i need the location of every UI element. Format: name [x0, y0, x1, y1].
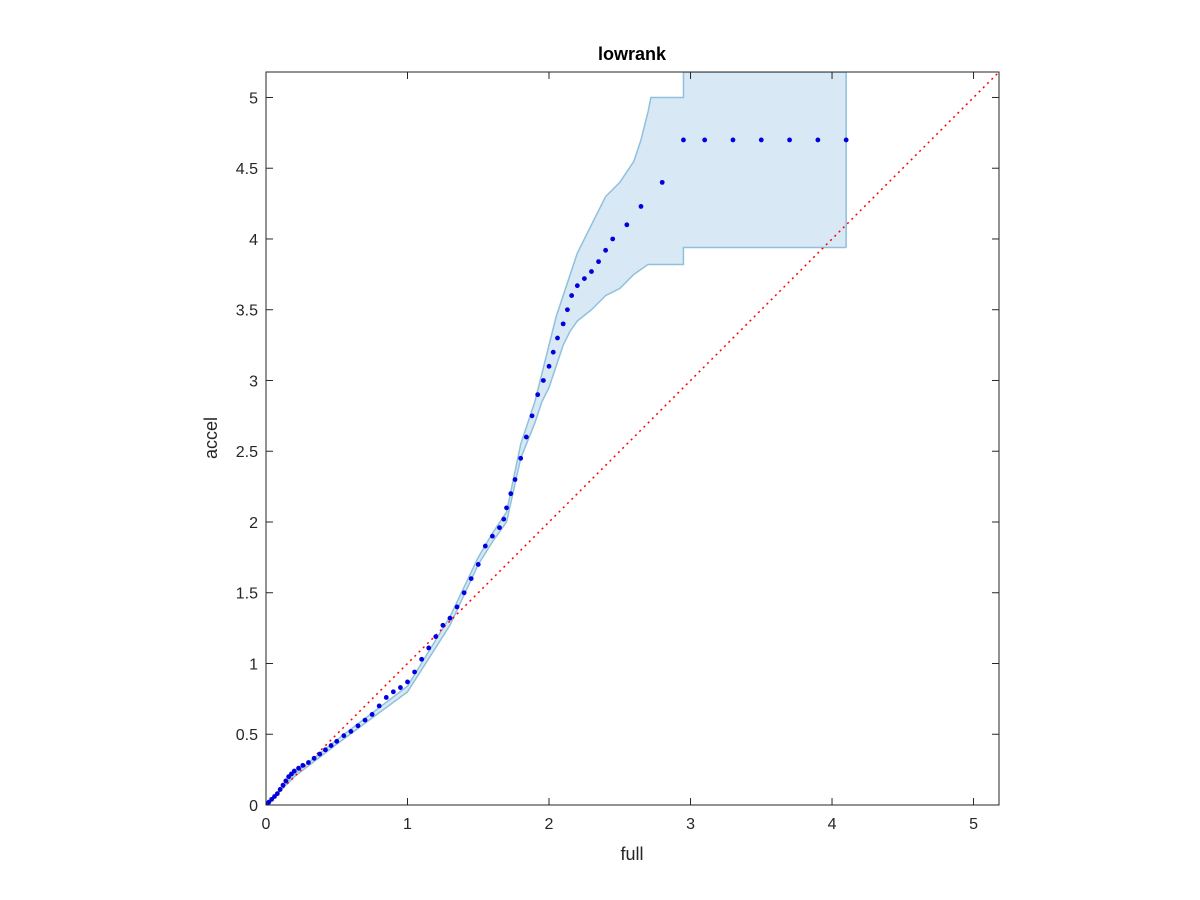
data-point [504, 505, 509, 511]
data-point [274, 791, 280, 797]
data-point [610, 236, 616, 242]
x-tick-label: 5 [969, 816, 978, 833]
data-point [659, 179, 665, 185]
data-point [390, 689, 396, 695]
data-point [508, 491, 514, 497]
axes-box [265, 71, 1000, 806]
data-point [398, 685, 403, 690]
data-point [529, 413, 535, 419]
series-points [266, 137, 849, 805]
y-tick-label: 5 [249, 90, 258, 107]
y-axis-label: accel [201, 417, 221, 459]
data-point [475, 562, 481, 567]
data-point [291, 768, 297, 774]
data-point [730, 137, 736, 143]
data-point [535, 392, 541, 398]
data-point [787, 137, 792, 143]
x-tick-label: 2 [545, 816, 554, 833]
y-tick-label: 4.5 [236, 161, 258, 178]
data-point [589, 269, 594, 274]
data-point [702, 137, 708, 143]
data-point [550, 349, 556, 355]
data-point [426, 645, 432, 651]
y-tick-label: 3 [249, 373, 258, 390]
data-point [596, 259, 601, 265]
x-tick-label: 3 [686, 816, 695, 833]
data-point [454, 604, 460, 610]
data-point [348, 729, 354, 734]
y-tick-label: 1.5 [236, 586, 258, 603]
data-point [546, 363, 552, 369]
data-point [355, 723, 361, 729]
data-point [362, 717, 368, 723]
y-tick-label: 2.5 [236, 444, 258, 461]
band-lower-edge [266, 246, 847, 805]
data-point [461, 590, 467, 596]
data-point [419, 656, 425, 662]
data-point [283, 778, 289, 784]
y-axis-ticks: 0 0.5 1 1.5 2 2.5 3 3.5 4 4.5 5 [236, 90, 999, 815]
data-point [412, 669, 417, 675]
y-tick-label: 4 [249, 232, 258, 249]
data-point [497, 525, 502, 531]
data-point [624, 222, 630, 228]
data-point [376, 703, 382, 709]
data-point [555, 335, 560, 341]
data-point [323, 747, 328, 753]
data-point [306, 760, 311, 765]
data-point [758, 137, 764, 143]
x-tick-label: 1 [403, 816, 412, 833]
data-point [280, 782, 286, 788]
data-point [405, 679, 410, 685]
data-point [501, 516, 507, 522]
y-tick-label: 0.5 [236, 727, 258, 744]
data-point [468, 576, 474, 581]
y-tick-label: 1 [249, 656, 258, 673]
x-axis-label: full [620, 844, 643, 864]
data-point [490, 533, 495, 539]
data-point [560, 321, 566, 327]
x-tick-label: 0 [262, 816, 271, 833]
data-point [540, 378, 546, 383]
data-point [334, 738, 340, 744]
data-point [383, 695, 389, 700]
data-point [311, 755, 317, 761]
chart-title: lowrank [598, 44, 667, 64]
data-point [317, 751, 323, 757]
x-tick-label: 4 [828, 816, 837, 833]
data-point [815, 137, 821, 143]
data-point [447, 615, 453, 621]
data-point [843, 137, 849, 143]
y-tick-label: 2 [249, 515, 258, 532]
data-point [523, 434, 529, 440]
data-point [638, 204, 644, 209]
data-point [569, 293, 575, 298]
data-point [328, 743, 334, 748]
confidence-band [266, 72, 847, 805]
data-point [574, 283, 580, 289]
data-point [296, 765, 301, 771]
data-point [581, 276, 587, 281]
data-point [681, 137, 686, 143]
data-point [433, 634, 439, 640]
y-tick-label: 3.5 [236, 303, 258, 320]
data-point [603, 247, 609, 253]
data-point [300, 762, 306, 768]
band-fill [266, 72, 847, 805]
data-point [369, 712, 375, 717]
data-point [482, 543, 488, 549]
x-axis-ticks: 0 1 2 3 4 5 [262, 72, 978, 833]
data-point [565, 307, 570, 313]
data-point [518, 455, 524, 461]
data-point [277, 787, 283, 792]
band-upper-edge [266, 72, 847, 805]
data-point [512, 477, 518, 482]
y-tick-label: 0 [249, 798, 258, 815]
data-point [440, 622, 446, 628]
data-point [341, 733, 347, 739]
